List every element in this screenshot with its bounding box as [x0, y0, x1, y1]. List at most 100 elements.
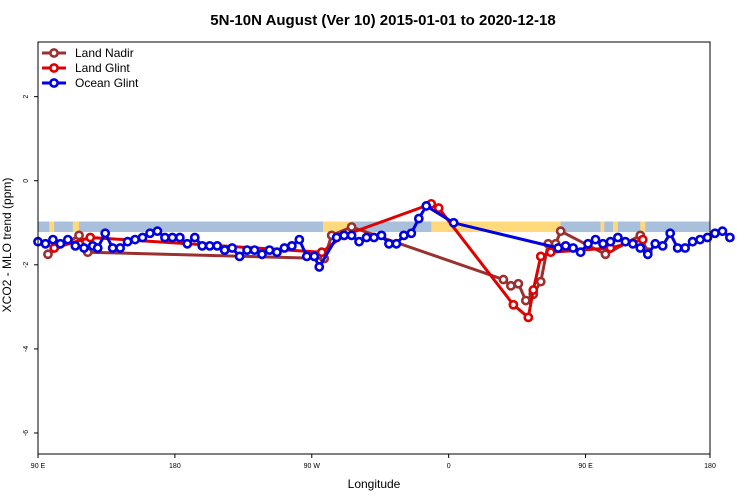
ocean-band: [38, 221, 710, 233]
land-band-segment: [49, 221, 55, 233]
data-point: [107, 243, 118, 253]
data-point: [413, 213, 424, 224]
data-point: [590, 234, 601, 245]
data-point: [160, 232, 170, 243]
y-tick-label: -4: [23, 346, 30, 352]
data-point: [637, 234, 648, 245]
data-point: [62, 234, 73, 245]
data-point: [635, 243, 646, 253]
data-point: [508, 299, 519, 310]
data-point: [384, 238, 394, 249]
legend-marker: [49, 48, 59, 58]
data-point: [122, 236, 133, 247]
land-band-segment: [640, 221, 646, 233]
data-point: [613, 232, 623, 243]
plot-frame: [37, 41, 711, 455]
y-tick-label: 0: [23, 179, 30, 183]
x-tick-label: 180: [169, 463, 181, 470]
data-point: [448, 217, 459, 228]
x-tick-label: 90 W: [304, 463, 321, 470]
legend-marker: [49, 63, 59, 73]
data-point: [650, 238, 661, 249]
data-point: [309, 251, 320, 262]
data-point: [85, 232, 96, 243]
data-point: [354, 236, 364, 247]
data-point: [598, 238, 608, 249]
data-point: [301, 251, 312, 262]
data-point: [219, 245, 230, 256]
data-point: [535, 276, 546, 287]
x-tick-label: 0: [447, 463, 451, 470]
data-point: [314, 262, 325, 272]
data-point: [528, 285, 539, 295]
data-point: [406, 228, 417, 239]
data-point: [680, 243, 691, 253]
series-line: [47, 225, 650, 303]
data-point: [174, 232, 185, 243]
land-band-segment: [600, 221, 605, 233]
data-point: [294, 234, 305, 245]
data-point: [505, 280, 516, 291]
data-point: [421, 201, 432, 211]
data-point: [346, 222, 357, 232]
data-point: [316, 247, 327, 258]
x-tick-label: 90 E: [578, 463, 593, 470]
legend-label: Land Glint: [75, 61, 130, 75]
data-point: [272, 247, 282, 258]
data-point: [286, 240, 297, 251]
data-point: [346, 230, 357, 241]
data-point: [568, 243, 579, 253]
data-point: [339, 230, 350, 241]
data-point: [79, 243, 89, 253]
data-point: [433, 203, 444, 213]
series-ocean-glint: [33, 201, 735, 272]
x-axis-label: Longitude: [348, 477, 401, 491]
data-point: [48, 234, 58, 245]
data-point: [227, 243, 238, 253]
land-band-segment: [72, 221, 80, 233]
data-point: [657, 240, 668, 251]
legend-label: Ocean Glint: [75, 76, 139, 90]
data-point: [40, 238, 51, 249]
data-point: [545, 247, 556, 258]
land-band-segment: [322, 221, 352, 233]
data-point: [182, 238, 193, 249]
chart-title: 5N-10N August (Ver 10) 2015-01-01 to 202…: [210, 12, 555, 29]
data-point: [642, 249, 653, 260]
data-point: [513, 278, 524, 289]
y-tick-label: -6: [23, 430, 30, 436]
data-point: [204, 240, 215, 251]
data-point: [264, 245, 275, 256]
data-point: [555, 226, 566, 237]
x-tick-label: 90 E: [31, 463, 46, 470]
data-point: [553, 243, 564, 253]
data-point: [665, 228, 676, 239]
data-point: [49, 243, 60, 253]
data-point: [717, 226, 728, 237]
data-point: [600, 249, 611, 260]
data-point: [152, 226, 163, 237]
y-axis-label: XCO2 - MLO trend (ppm): [0, 178, 14, 313]
data-point: [583, 238, 593, 249]
data-point: [498, 274, 509, 285]
data-point: [331, 232, 342, 243]
data-point: [100, 228, 111, 239]
land-band-segment: [612, 221, 618, 233]
data-point: [725, 232, 735, 243]
data-point: [43, 249, 53, 260]
legend-label: Land Nadir: [75, 46, 134, 60]
data-point: [627, 238, 638, 249]
x-axis: 90 E 180 90 W 0 90 E 180: [31, 454, 716, 470]
data-point: [257, 249, 267, 260]
data-point: [672, 243, 683, 253]
data-point: [376, 230, 387, 241]
data-point: [115, 243, 126, 253]
data-point: [361, 232, 372, 243]
data-point: [520, 295, 531, 306]
data-point: [702, 232, 713, 243]
series-land-glint: [49, 198, 648, 323]
data-point: [130, 234, 140, 245]
data-point: [710, 228, 720, 239]
